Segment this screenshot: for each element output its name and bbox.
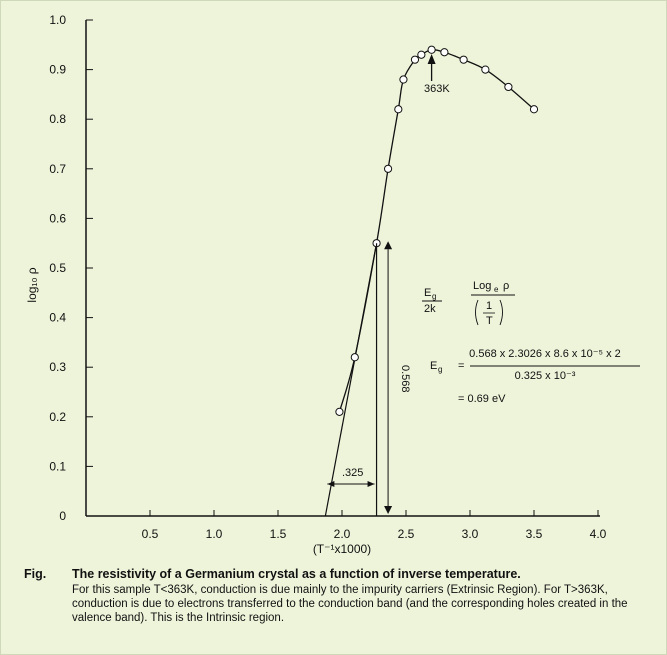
- eq-result: = 0.69 eV: [458, 393, 506, 405]
- x-tick-label: 1.5: [270, 527, 287, 541]
- peak-arrow-head: [427, 54, 436, 64]
- y-ticks: 0 0.1 0.2 0.3 0.4 0.5 0.6 0.7 0.8 0.9 1.0: [49, 13, 93, 523]
- data-point: [394, 105, 403, 114]
- chart: 0.5 1.0 1.5 2.0 2.5 3.0 3.5 4.0 0 0.1 0.2 0.3 0.4 0.…: [25, 13, 640, 556]
- eq-log-top: Log: [473, 280, 491, 292]
- x-tick-label: 0.5: [142, 527, 159, 541]
- run-arrow-right: [367, 481, 375, 487]
- x-tick-label: 2.0: [334, 527, 351, 541]
- data-point: [383, 164, 393, 173]
- y-tick-label: 0.1: [49, 459, 66, 473]
- y-axis-title: log₁₀ ρ: [25, 267, 39, 302]
- data-point: [410, 55, 420, 64]
- data-point: [417, 50, 426, 59]
- y-tick-label: 0.4: [49, 311, 66, 325]
- eq-log-sub: e: [494, 285, 499, 294]
- x-tick-label: 2.5: [398, 527, 415, 541]
- annotations: [327, 54, 640, 516]
- data-point: [440, 48, 449, 57]
- x-tick-label: 3.5: [526, 527, 543, 541]
- eq-t: T: [486, 315, 493, 327]
- y-tick-label: 0.5: [49, 261, 66, 275]
- data-point: [427, 45, 436, 54]
- eq-eg-top: E: [424, 287, 431, 299]
- x-tick-label: 4.0: [590, 527, 607, 541]
- eq-2k: 2k: [424, 303, 436, 315]
- data-point: [481, 65, 490, 74]
- x-tick-label: 3.0: [462, 527, 479, 541]
- data-point: [504, 82, 513, 92]
- axes: [85, 20, 600, 517]
- eq-eg-sub: g: [432, 292, 436, 301]
- eq-paren-right: [499, 299, 503, 326]
- x-ticks: 0.5 1.0 1.5 2.0 2.5 3.0 3.5 4.0: [142, 510, 607, 541]
- figure-caption: Fig. The resistivity of a Germanium crys…: [24, 567, 654, 625]
- y-tick-label: 0.8: [49, 112, 66, 126]
- y-tick-label: 0.6: [49, 211, 66, 225]
- eq-eg2-top: E: [430, 360, 437, 372]
- rise-label: 0.568: [399, 365, 411, 393]
- eq-eg2-sub: g: [438, 365, 442, 374]
- data-point: [399, 75, 408, 84]
- x-tick-label: 1.0: [206, 527, 223, 541]
- caption-label: Fig.: [24, 567, 47, 581]
- rise-marker-bottom: [384, 506, 393, 514]
- y-tick-label: 0.2: [49, 410, 66, 424]
- y-tick-label: 0.9: [49, 63, 66, 77]
- y-tick-label: 0.3: [49, 360, 66, 374]
- eq-rho: ρ: [503, 280, 509, 292]
- caption-title: The resistivity of a Germanium crystal a…: [72, 567, 521, 581]
- eq-numerator: 0.568 x 2.3026 x 8.6 x 10⁻⁵ x 2: [469, 348, 621, 360]
- y-tick-label: 0: [59, 509, 66, 523]
- caption-body: For this sample T<363K, conduction is du…: [72, 584, 628, 624]
- eq-paren-left: [475, 299, 479, 326]
- data-point: [529, 105, 539, 114]
- data-point: [350, 353, 359, 362]
- eq-denominator: 0.325 x 10⁻³: [515, 370, 576, 382]
- x-axis-title: (T⁻¹x1000): [313, 542, 371, 556]
- y-tick-label: 0.7: [49, 162, 66, 176]
- eq-one: 1: [486, 300, 492, 312]
- run-label: .325: [342, 467, 363, 479]
- data-point: [459, 55, 468, 64]
- y-tick-label: 1.0: [49, 13, 66, 27]
- peak-label: 363K: [424, 83, 450, 95]
- run-arrow-left: [327, 481, 335, 487]
- rise-marker-top: [384, 241, 393, 250]
- eq-equals: =: [458, 360, 464, 372]
- data-point: [335, 407, 344, 416]
